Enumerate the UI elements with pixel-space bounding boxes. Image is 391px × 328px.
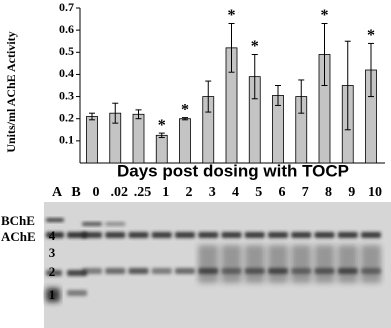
x-tick-label: 0	[93, 185, 100, 200]
band-name: AChE	[1, 229, 36, 244]
gel-band	[337, 245, 358, 283]
gel-band	[314, 245, 335, 283]
x-tick-label: .25	[134, 185, 152, 200]
x-tick-label: 8	[325, 185, 332, 200]
bar	[86, 116, 98, 164]
gel-band	[337, 232, 358, 238]
lane-label: A	[52, 185, 63, 200]
gel-band	[105, 222, 126, 226]
gel-band	[175, 232, 195, 238]
x-tick-label: 1	[162, 185, 169, 200]
gel-band	[82, 268, 102, 274]
x-tick-label: 4	[232, 185, 239, 200]
band-number: 4	[49, 228, 56, 243]
gel-band	[128, 232, 149, 238]
x-tick-label: 5	[255, 185, 262, 200]
gel-band	[46, 270, 62, 276]
gel-band	[268, 232, 288, 238]
x-tick-label: 7	[302, 185, 309, 200]
gel-band	[175, 268, 195, 274]
gel-band	[82, 232, 102, 238]
x-tick-label: .02	[111, 185, 129, 200]
x-tick-label: 9	[348, 185, 355, 200]
gel-band	[67, 290, 87, 296]
gel-bands	[46, 218, 381, 302]
significance-marker: *	[181, 101, 189, 118]
significance-marker: *	[251, 38, 259, 55]
x-tick-label: 6	[279, 185, 286, 200]
gel-band	[291, 245, 312, 283]
gel-band	[314, 232, 335, 238]
band-number: 2	[49, 264, 56, 279]
significance-marker: *	[228, 7, 236, 24]
gel-band	[291, 232, 312, 238]
gel-band	[82, 222, 102, 226]
y-tick-label: 0.6	[59, 22, 74, 36]
y-tick-label: 0.5	[59, 44, 74, 58]
gel-band	[221, 232, 242, 238]
gel-band	[198, 232, 219, 238]
x-tick-label: 10	[368, 185, 382, 200]
significance-marker: *	[367, 27, 375, 44]
y-tick-label: 0.7	[59, 0, 74, 14]
gel-band	[46, 288, 60, 302]
x-axis-title: Days post dosing with TOCP	[117, 161, 349, 180]
significance-marker: *	[158, 117, 166, 134]
band-number: 3	[49, 245, 56, 260]
gel-band	[244, 245, 265, 283]
band-number: 1	[49, 287, 56, 302]
bar	[179, 118, 191, 164]
gel-band	[361, 232, 381, 238]
y-axis-title: Units/ml AChE Activity	[4, 31, 18, 152]
significance-marker: *	[321, 7, 329, 24]
y-tick-label: 0.1	[59, 133, 74, 147]
bar	[132, 113, 145, 164]
gel-band	[105, 268, 126, 274]
bar	[155, 134, 168, 164]
gel-band	[268, 245, 288, 283]
gel-band	[151, 268, 172, 274]
gel-band	[46, 232, 64, 238]
gel-band	[128, 268, 149, 274]
gel-band	[221, 245, 242, 283]
lane-label: B	[71, 185, 80, 200]
x-tick-label: 2	[186, 185, 193, 200]
y-tick-label: 0.3	[59, 88, 74, 102]
gel-band	[46, 218, 64, 222]
gel-band	[105, 232, 126, 238]
band-name: BChE	[1, 213, 35, 228]
gel-band	[151, 232, 172, 238]
y-tick-label: 0.4	[59, 66, 74, 80]
y-tick-label: 0.2	[59, 110, 74, 124]
gel-band	[244, 232, 265, 238]
gel-band	[198, 245, 219, 283]
gel-band	[361, 245, 381, 283]
x-tick-label: 3	[209, 185, 216, 200]
gel-band	[67, 232, 87, 238]
